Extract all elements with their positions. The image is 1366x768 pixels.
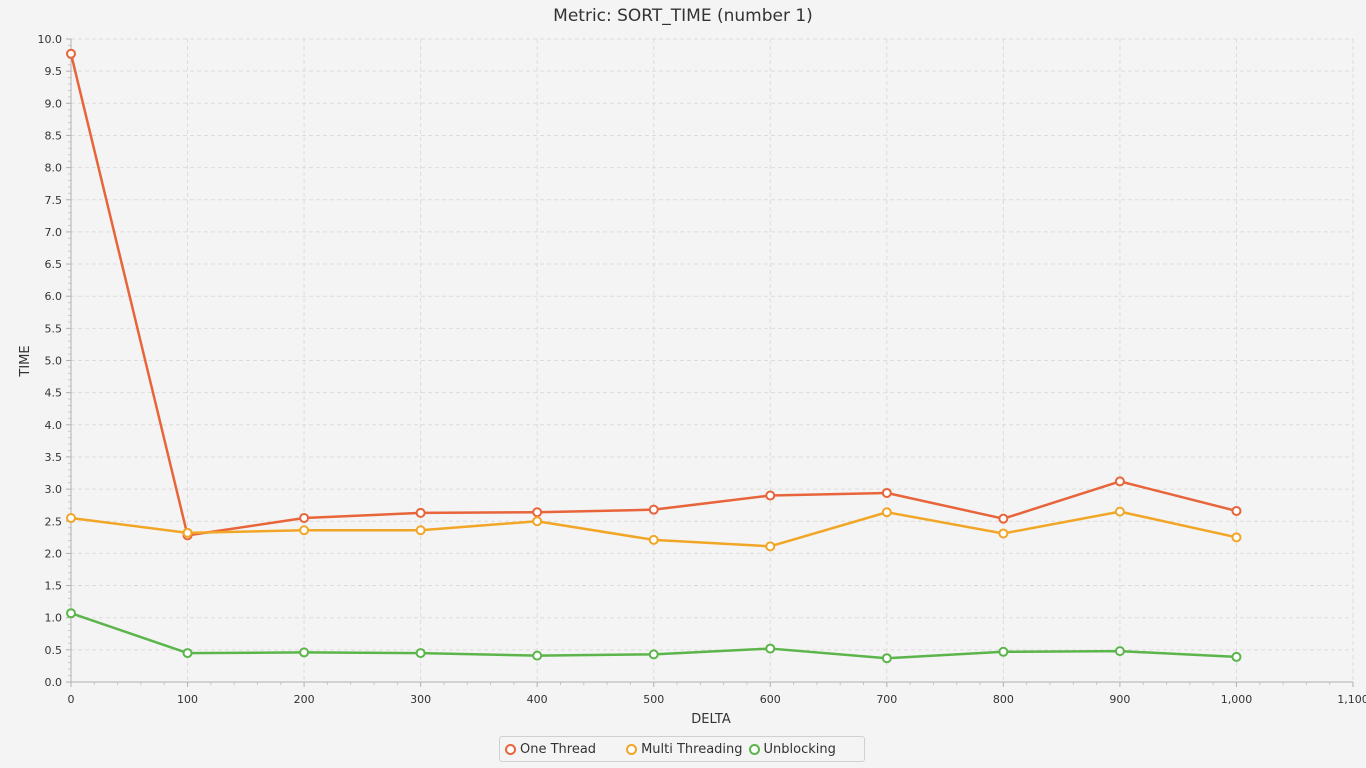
series-multi-threading [66,506,1242,552]
x-tick-label: 300 [410,693,431,706]
data-point [765,643,776,654]
data-point [532,650,543,661]
series-unblocking [66,608,1242,664]
legend-label: Unblocking [763,741,836,757]
axes: 0.0 0.5 1.0 1.5 2.0 2.5 3.0 3.5 4.0 4.5 5.0 5.5 6.0 6… [38,33,1366,706]
data-point [66,608,76,619]
data-point [532,507,543,518]
y-axis-label: TIME [18,345,33,377]
data-point [648,534,659,545]
y-tick-label: 3.0 [45,483,63,496]
y-tick-label: 0.5 [45,644,63,657]
y-tick-label: 0.0 [45,676,63,689]
data-point [648,649,659,660]
data-point [415,648,426,659]
x-tick-label: 800 [993,693,1014,706]
data-point [998,646,1009,657]
data-point [66,513,76,524]
x-tick-label: 500 [643,693,664,706]
y-tick-label: 1.0 [45,612,63,625]
legend-item-one-thread[interactable]: One Thread [505,742,596,757]
data-point [66,48,76,59]
data-point [182,648,193,659]
y-tick-label: 10.0 [38,33,63,46]
x-tick-label: 700 [876,693,897,706]
x-tick-label: 200 [294,693,315,706]
data-point [881,507,892,518]
data-point [532,516,543,527]
y-tick-label: 3.5 [45,451,63,464]
data-point [998,513,1009,524]
data-point [415,507,426,518]
legend-marker-icon [748,743,760,755]
data-point [881,487,892,498]
y-tick-label: 8.5 [45,129,63,142]
y-tick-label: 5.5 [45,322,63,335]
data-point [299,647,310,658]
y-tick-label: 9.5 [45,65,63,78]
data-point [299,513,310,524]
data-point [1114,476,1125,487]
legend-label: Multi Threading [641,741,743,757]
y-tick-label: 2.0 [45,547,63,560]
x-tick-label: 400 [527,693,548,706]
data-point [1231,532,1242,543]
x-tick-label: 1,000 [1221,693,1253,706]
data-point [1114,506,1125,517]
grid [71,38,1354,682]
data-point [1114,646,1125,657]
legend-marker-icon [505,743,516,755]
x-tick-label: 900 [1109,693,1130,706]
y-tick-label: 4.5 [45,387,63,400]
data-point [765,490,776,501]
legend: One Thread Multi Threading Unblocking [499,736,865,762]
y-tick-label: 6.0 [45,290,63,303]
data-point [998,528,1009,539]
x-axis-label: DELTA [691,712,731,727]
y-tick-label: 6.5 [45,258,63,271]
y-tick-label: 4.0 [45,419,63,432]
data-point [415,525,426,536]
y-tick-label: 5.0 [45,355,63,368]
y-tick-label: 9.0 [45,97,63,110]
series-layer [66,48,1242,664]
data-point [1231,651,1242,662]
data-point [648,504,659,515]
x-tick-label: 100 [177,693,198,706]
legend-item-multi-threading[interactable]: Multi Threading [626,741,743,757]
data-point [1231,505,1242,516]
y-tick-label: 2.5 [45,515,63,528]
chart-title: Metric: SORT_TIME (number 1) [553,6,813,26]
data-point [881,653,892,664]
legend-marker-icon [626,743,638,755]
y-tick-label: 7.0 [45,226,63,239]
x-tick-label: 600 [760,693,781,706]
y-tick-label: 1.5 [45,580,63,593]
x-tick-label: 0 [68,693,75,706]
y-tick-label: 8.0 [45,162,63,175]
data-point [182,527,193,538]
x-tick-label: 1,100 [1337,693,1366,706]
legend-label: One Thread [520,741,597,757]
data-point [299,525,310,536]
legend-item-unblocking[interactable]: Unblocking [748,741,836,757]
data-point [765,541,776,552]
y-tick-label: 7.5 [45,194,63,207]
